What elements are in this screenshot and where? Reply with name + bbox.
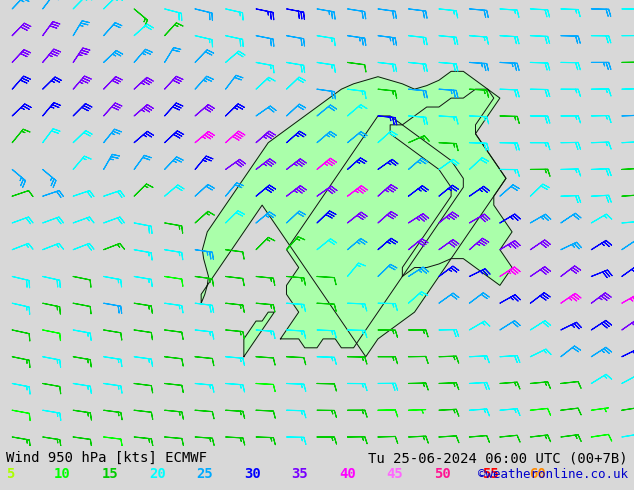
Text: 30: 30 [244, 467, 261, 481]
Text: 20: 20 [149, 467, 165, 481]
Text: 15: 15 [101, 467, 118, 481]
Text: Wind 950 hPa [kts] ECMWF: Wind 950 hPa [kts] ECMWF [6, 451, 207, 465]
Polygon shape [201, 72, 506, 357]
Text: 5: 5 [6, 467, 15, 481]
Polygon shape [280, 116, 463, 348]
Text: 35: 35 [292, 467, 308, 481]
Text: 45: 45 [387, 467, 403, 481]
Text: 55: 55 [482, 467, 498, 481]
Text: 25: 25 [197, 467, 213, 481]
Text: 50: 50 [434, 467, 451, 481]
Text: Tu 25-06-2024 06:00 UTC (00+7B): Tu 25-06-2024 06:00 UTC (00+7B) [368, 451, 628, 465]
Polygon shape [244, 312, 275, 357]
Text: 40: 40 [339, 467, 356, 481]
Text: 60: 60 [529, 467, 546, 481]
Polygon shape [390, 89, 512, 285]
Text: 10: 10 [54, 467, 70, 481]
Text: ©weatheronline.co.uk: ©weatheronline.co.uk [477, 468, 628, 481]
